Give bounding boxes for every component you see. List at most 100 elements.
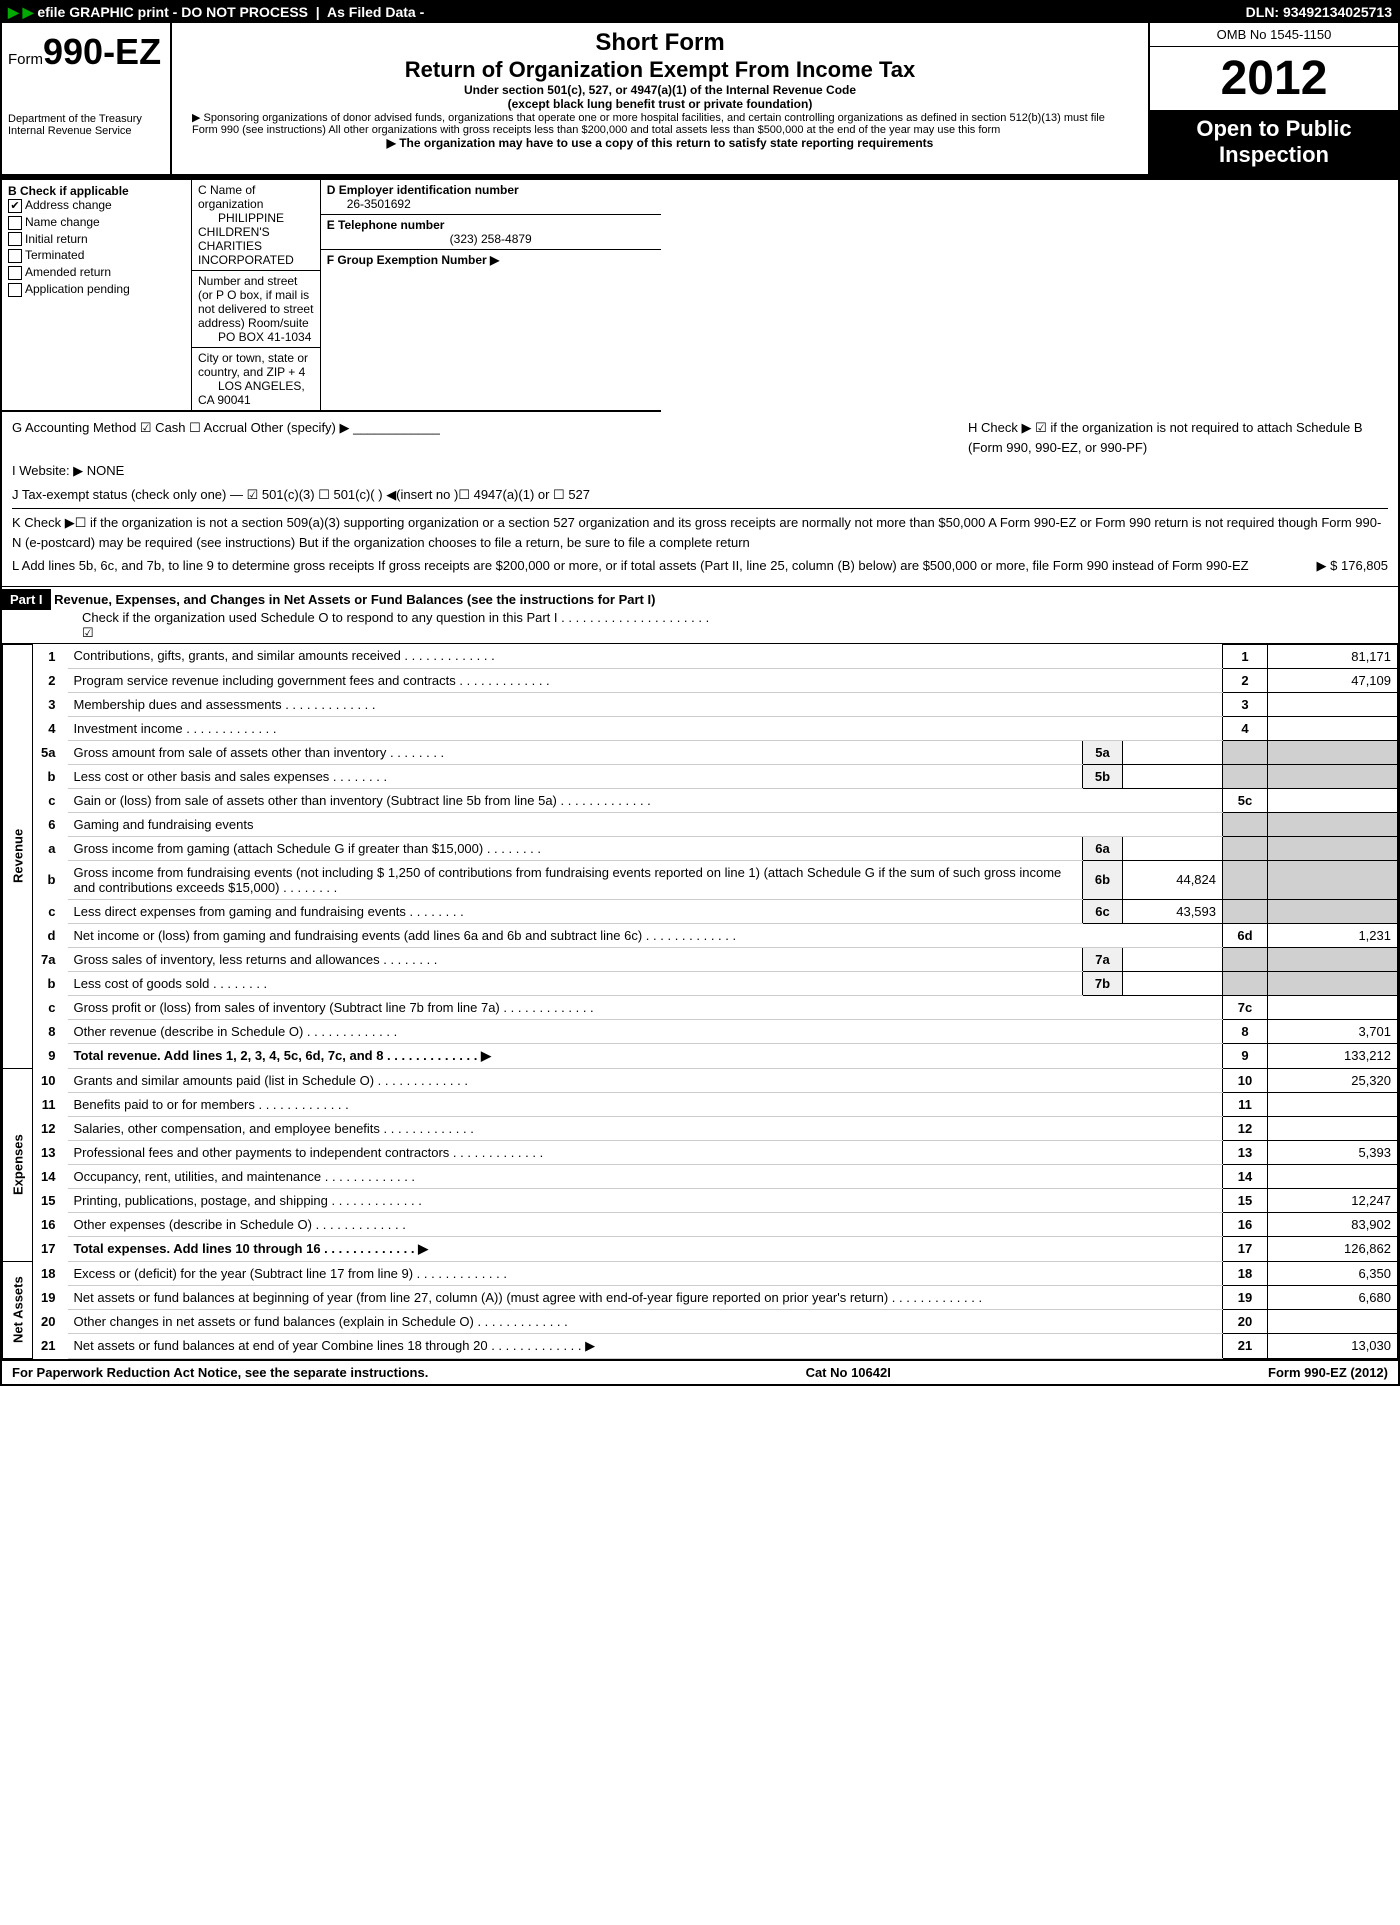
right-number: 19: [1223, 1285, 1268, 1309]
table-row: 13Professional fees and other payments t…: [3, 1140, 1398, 1164]
right-num-shaded: [1223, 764, 1268, 788]
line-l-amount: ▶ $ 176,805: [1317, 556, 1388, 576]
line-desc: Professional fees and other payments to …: [68, 1140, 1223, 1164]
line-number: c: [33, 788, 68, 812]
line-l: L Add lines 5b, 6c, and 7b, to line 9 to…: [12, 556, 1317, 576]
info-grid: B Check if applicable Address change Nam…: [2, 180, 661, 412]
line-number: 8: [33, 1019, 68, 1043]
right-num-shaded: [1223, 971, 1268, 995]
amended-checkbox[interactable]: [8, 266, 22, 280]
sub-number: 5a: [1083, 740, 1123, 764]
table-row: bGross income from fundraising events (n…: [3, 860, 1398, 899]
org-name-label: C Name of organization: [198, 183, 263, 211]
main-table: Revenue1Contributions, gifts, grants, an…: [2, 644, 1398, 1359]
amount-value: [1268, 1092, 1398, 1116]
table-row: bLess cost of goods sold . . . . . . . .…: [3, 971, 1398, 995]
table-row: Revenue1Contributions, gifts, grants, an…: [3, 644, 1398, 668]
sub-value: 43,593: [1123, 899, 1223, 923]
sub-value: [1123, 836, 1223, 860]
right-num-shaded: [1223, 899, 1268, 923]
amount-shaded: [1268, 860, 1398, 899]
right-number: 12: [1223, 1116, 1268, 1140]
terminated-label: Terminated: [25, 248, 84, 262]
initial-return-checkbox[interactable]: [8, 232, 22, 246]
amount-shaded: [1268, 947, 1398, 971]
open-public-badge: Open to Public Inspection: [1150, 110, 1398, 174]
right-number: 20: [1223, 1309, 1268, 1333]
paperwork-notice: For Paperwork Reduction Act Notice, see …: [12, 1365, 428, 1380]
tax-year: 2012: [1150, 47, 1398, 110]
header-left: Form990-EZ Department of the Treasury In…: [2, 23, 172, 174]
line-number: 21: [33, 1333, 68, 1358]
ending-text: , and ending 12-31-2012: [861, 178, 1008, 193]
line-number: a: [33, 836, 68, 860]
phone-label: E Telephone number: [327, 218, 445, 232]
table-row: Net Assets18Excess or (deficit) for the …: [3, 1261, 1398, 1285]
line-desc: Investment income . . . . . . . . . . . …: [68, 716, 1223, 740]
address-change-checkbox[interactable]: [8, 199, 22, 213]
amount-value: 3,701: [1268, 1019, 1398, 1043]
line-number: b: [33, 971, 68, 995]
irs-text: Internal Revenue Service: [8, 125, 164, 137]
table-row: dNet income or (loss) from gaming and fu…: [3, 923, 1398, 947]
column-c: C Name of organizationPHILIPPINE CHILDRE…: [192, 180, 321, 410]
form-ref: Form 990-EZ (2012): [1268, 1365, 1388, 1380]
sub-number: 6c: [1083, 899, 1123, 923]
group-exemption-label: F Group Exemption Number ▶: [327, 253, 500, 267]
line-number: 9: [33, 1043, 68, 1068]
line-number: 2: [33, 668, 68, 692]
amount-shaded: [1268, 812, 1398, 836]
line-desc: Net assets or fund balances at beginning…: [68, 1285, 1223, 1309]
line-number: d: [33, 923, 68, 947]
sub-number: 7b: [1083, 971, 1123, 995]
table-row: 8Other revenue (describe in Schedule O) …: [3, 1019, 1398, 1043]
right-number: 18: [1223, 1261, 1268, 1285]
line-desc: Gross income from gaming (attach Schedul…: [68, 836, 1083, 860]
table-row: 19Net assets or fund balances at beginni…: [3, 1285, 1398, 1309]
table-row: 3Membership dues and assessments . . . .…: [3, 692, 1398, 716]
line-desc: Other revenue (describe in Schedule O) .…: [68, 1019, 1223, 1043]
part1-title: Revenue, Expenses, and Changes in Net As…: [54, 592, 655, 607]
pending-label: Application pending: [25, 282, 130, 296]
right-num-shaded: [1223, 947, 1268, 971]
pending-checkbox[interactable]: [8, 283, 22, 297]
line-desc: Net income or (loss) from gaming and fun…: [68, 923, 1223, 947]
efile-text: efile GRAPHIC print - DO NOT PROCESS: [23, 4, 308, 20]
line-number: c: [33, 899, 68, 923]
line-number: 13: [33, 1140, 68, 1164]
line-number: 7a: [33, 947, 68, 971]
right-number: 8: [1223, 1019, 1268, 1043]
form-prefix: Form: [8, 51, 43, 68]
right-num-shaded: [1223, 740, 1268, 764]
revenue-label: Revenue: [3, 644, 33, 1068]
header-row: Form990-EZ Department of the Treasury In…: [2, 23, 1398, 176]
right-number: 16: [1223, 1212, 1268, 1236]
right-number: 3: [1223, 692, 1268, 716]
right-num-shaded: [1223, 860, 1268, 899]
amount-value: 25,320: [1268, 1068, 1398, 1092]
right-number: 4: [1223, 716, 1268, 740]
column-de: D Employer identification number26-35016…: [321, 180, 661, 410]
right-number: 10: [1223, 1068, 1268, 1092]
line-number: 3: [33, 692, 68, 716]
amount-value: 81,171: [1268, 644, 1398, 668]
line-k: K Check ▶☐ if the organization is not a …: [12, 513, 1388, 552]
right-number: 14: [1223, 1164, 1268, 1188]
amount-value: [1268, 1309, 1398, 1333]
asfiled-text: As Filed Data -: [327, 4, 424, 20]
org-address: PO BOX 41-1034: [218, 330, 311, 344]
expenses-label: Expenses: [3, 1068, 33, 1261]
footer-row: For Paperwork Reduction Act Notice, see …: [2, 1359, 1398, 1384]
table-row: aGross income from gaming (attach Schedu…: [3, 836, 1398, 860]
terminated-checkbox[interactable]: [8, 249, 22, 263]
line-desc: Benefits paid to or for members . . . . …: [68, 1092, 1223, 1116]
name-change-checkbox[interactable]: [8, 216, 22, 230]
cal-year-text: A For the 2012 calendar year, or tax yea…: [1007, 178, 1392, 193]
addr-label: Number and street (or P O box, if mail i…: [198, 274, 313, 330]
netassets-label: Net Assets: [3, 1261, 33, 1358]
part1-header-row: Part I Revenue, Expenses, and Changes in…: [2, 586, 1398, 644]
line-number: 14: [33, 1164, 68, 1188]
address-change-label: Address change: [25, 198, 112, 212]
phone-value: (323) 258-4879: [327, 232, 655, 246]
org-city: LOS ANGELES, CA 90041: [198, 379, 305, 407]
